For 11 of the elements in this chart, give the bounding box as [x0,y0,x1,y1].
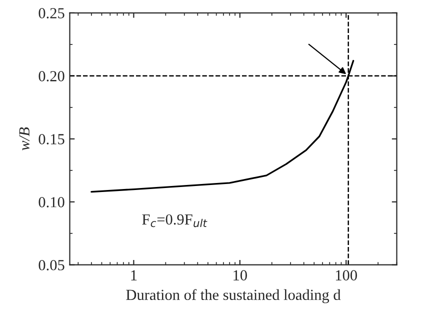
y-tick-label: 0.25 [38,8,64,18]
x-tick-label: 10 [234,270,247,280]
y-tick-label: 0.15 [38,134,64,144]
x-tick-label: 1 [131,270,137,280]
annotation: F$_{c}$=0.9F$_{ult}$ [142,214,208,228]
y-tick-label: 0.10 [38,197,64,208]
y-axis-title: w/B [19,127,30,150]
y-tick-label: 0.20 [38,71,64,82]
x-tick-label: 100 [336,270,357,280]
y-tick-label: 0.05 [38,260,64,270]
x-axis-title: Duration of the sustained loading d [126,289,341,304]
